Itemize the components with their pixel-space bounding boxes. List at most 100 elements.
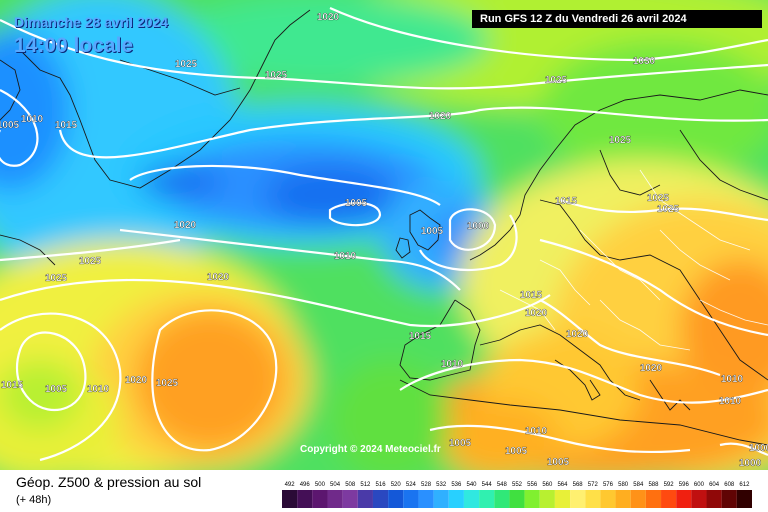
weather-map: 1020102510251025103010051010101510201025…: [0, 0, 768, 470]
forecast-date: Dimanche 28 avril 2024: [14, 14, 169, 30]
scale-swatch: [388, 490, 404, 508]
scale-swatch: [600, 490, 616, 508]
scale-swatch: [342, 490, 358, 508]
isobar-label: 1020: [566, 329, 589, 340]
isobar-label: 1015: [1, 380, 24, 391]
scale-label: 568: [573, 482, 584, 488]
scale-label: 492: [285, 482, 296, 488]
isobar-label: 1010: [21, 114, 44, 125]
scale-label: 588: [648, 482, 659, 488]
scale-swatch: [327, 490, 343, 508]
scale-swatch: [418, 490, 434, 508]
isobar-label: 1005: [547, 457, 570, 468]
isobar-label: 1015: [520, 290, 543, 301]
geopotential-field: [0, 0, 768, 470]
isobar-label: 1025: [265, 70, 288, 81]
scale-label: 524: [406, 482, 417, 488]
isobar-label: 1025: [657, 204, 680, 215]
color-scale: 492 496 500 504 508 512 516 520 524 528 532 536 540 5…: [282, 482, 752, 508]
isobar-label: 1030: [633, 56, 656, 67]
scale-swatch: [509, 490, 525, 508]
borders: [499, 169, 768, 351]
scale-label: 560: [542, 482, 553, 488]
scale-swatch: [706, 490, 722, 508]
scale-swatch: [297, 490, 313, 508]
isobar-label: 1025: [609, 135, 632, 146]
isobar-label: 1000: [467, 221, 490, 232]
isobar-label: 1005: [449, 438, 472, 449]
copyright-text: Copyright © 2024 Meteociel.fr: [300, 444, 441, 455]
scale-label: 512: [360, 482, 371, 488]
isobar-label: 1010: [334, 251, 357, 262]
run-banner: Run GFS 12 Z du Vendredi 26 avril 2024: [472, 10, 762, 28]
scale-swatch: [448, 490, 464, 508]
isobar-label: 1025: [156, 378, 179, 389]
scale-label: 528: [421, 482, 432, 488]
scale-swatch: [630, 490, 646, 508]
isobar-lines: [0, 6, 768, 462]
scale-label: 596: [679, 482, 690, 488]
scale-swatch: [645, 490, 662, 508]
scale-label: 564: [557, 482, 568, 488]
scale-label: 544: [482, 482, 493, 488]
scale-swatch: [615, 490, 631, 508]
isobar-label: 1020: [125, 375, 148, 386]
forecast-time: 14:00 locale: [14, 34, 134, 57]
scale-label: 572: [588, 482, 599, 488]
scale-label: 580: [618, 482, 629, 488]
scale-swatch: [372, 490, 389, 508]
scale-label: 516: [376, 482, 387, 488]
scale-label: 576: [603, 482, 614, 488]
scale-swatch: [539, 490, 555, 508]
legend-title: Géop. Z500 & pression au sol: [16, 474, 202, 490]
isobar-label: 1020: [207, 272, 230, 283]
isobar-labels: 1020102510251025103010051010101510201025…: [0, 12, 768, 469]
isobar-label: 1000: [739, 458, 762, 469]
isobar-label: 1025: [175, 59, 198, 70]
isobar-label: 1015: [409, 331, 432, 342]
scale-label: 604: [709, 482, 720, 488]
scale-label: 548: [497, 482, 508, 488]
isobar-label: 1020: [525, 308, 548, 319]
isobar-label: 1005: [421, 226, 444, 237]
isobar-label: 1025: [647, 193, 670, 204]
scale-swatch: [691, 490, 707, 508]
scale-swatch: [282, 490, 298, 508]
isobar-label: 1010: [525, 426, 548, 437]
scale-swatch: [524, 490, 540, 508]
scale-label: 612: [739, 482, 750, 488]
scale-label: 496: [300, 482, 311, 488]
isobar-label: 1010: [441, 359, 464, 370]
scale-label: 600: [694, 482, 705, 488]
scale-swatch: [736, 490, 752, 508]
scale-swatch: [357, 490, 373, 508]
scale-swatch: [479, 490, 495, 508]
scale-swatch: [721, 490, 737, 508]
isobar-label: 1025: [545, 75, 568, 86]
scale-label: 520: [391, 482, 402, 488]
scale-swatch: [433, 490, 449, 508]
isobar-label: 1010: [721, 374, 744, 385]
coastlines: [0, 9, 768, 446]
isobar-label: 1015: [555, 196, 578, 207]
isobar-label: 1010: [719, 396, 742, 407]
scale-swatch: [494, 490, 510, 508]
scale-label: 552: [512, 482, 523, 488]
isobar-label: 1025: [79, 256, 102, 267]
scale-swatch: [463, 490, 480, 508]
scale-swatch: [403, 490, 419, 508]
isobar-label: 1010: [87, 384, 110, 395]
scale-label: 536: [451, 482, 462, 488]
scale-label: 608: [724, 482, 735, 488]
scale-label: 532: [436, 482, 447, 488]
scale-swatch: [312, 490, 328, 508]
isobar-label: 1020: [317, 12, 340, 23]
scale-label: 592: [664, 482, 675, 488]
scale-swatch: [585, 490, 601, 508]
scale-label: 508: [345, 482, 356, 488]
scale-swatch: [554, 490, 571, 508]
isobar-label: 1025: [45, 273, 68, 284]
scale-swatch: [676, 490, 692, 508]
isobar-label: 1000: [749, 443, 768, 454]
isobar-label: 1020: [429, 111, 452, 122]
